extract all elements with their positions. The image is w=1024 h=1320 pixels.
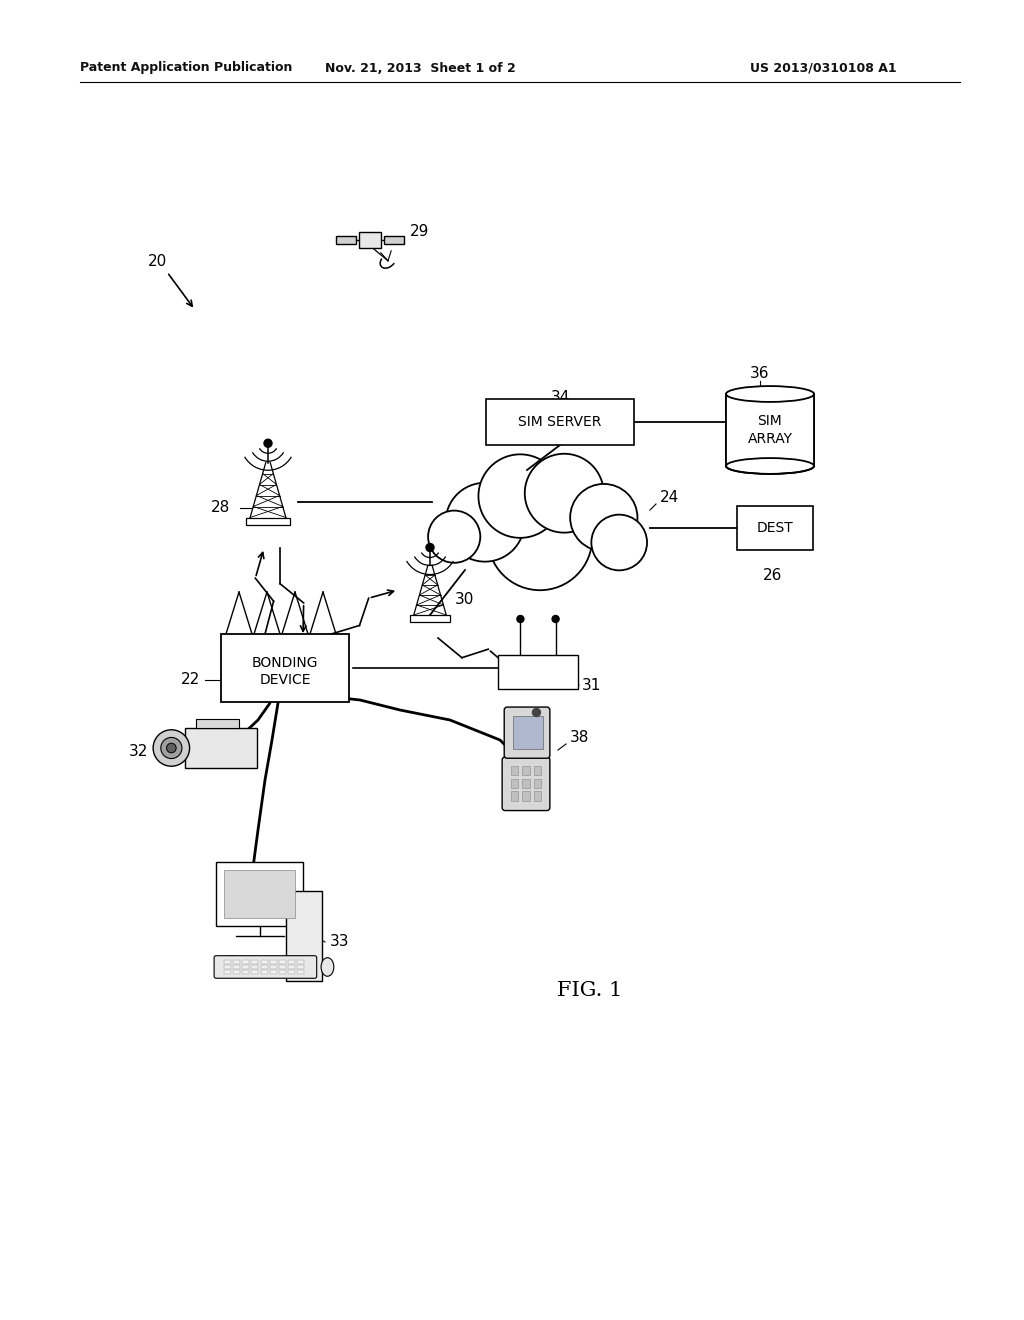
Text: 32: 32: [129, 744, 148, 759]
Bar: [486, 399, 634, 445]
Bar: [224, 870, 295, 919]
Text: 22: 22: [181, 672, 200, 688]
FancyBboxPatch shape: [502, 756, 550, 810]
Bar: [270, 965, 276, 969]
Bar: [534, 792, 542, 801]
Text: 28: 28: [211, 500, 230, 516]
Bar: [288, 970, 295, 974]
Text: 30: 30: [455, 593, 474, 607]
Bar: [288, 960, 295, 964]
Bar: [261, 970, 267, 974]
Bar: [279, 965, 286, 969]
Bar: [196, 718, 239, 727]
Bar: [252, 960, 258, 964]
Circle shape: [532, 709, 541, 717]
Bar: [243, 960, 249, 964]
Text: 29: 29: [410, 224, 429, 239]
Bar: [726, 393, 814, 466]
Circle shape: [428, 511, 480, 562]
Text: 38: 38: [570, 730, 590, 746]
Text: SIM
ARRAY: SIM ARRAY: [748, 414, 793, 446]
Ellipse shape: [322, 958, 334, 977]
Bar: [534, 779, 542, 788]
Bar: [522, 792, 529, 801]
Bar: [511, 779, 518, 788]
Bar: [336, 235, 356, 244]
Circle shape: [161, 738, 182, 759]
Text: Nov. 21, 2013  Sheet 1 of 2: Nov. 21, 2013 Sheet 1 of 2: [325, 62, 515, 74]
Bar: [184, 727, 257, 768]
Bar: [233, 960, 240, 964]
Text: FIG. 1: FIG. 1: [557, 981, 623, 999]
Circle shape: [517, 615, 524, 623]
Bar: [252, 970, 258, 974]
Text: BONDING: BONDING: [252, 656, 318, 671]
Ellipse shape: [726, 385, 814, 401]
Text: 24: 24: [660, 491, 679, 506]
Circle shape: [154, 730, 189, 766]
FancyBboxPatch shape: [214, 956, 316, 978]
Bar: [261, 965, 267, 969]
Ellipse shape: [726, 458, 814, 474]
Bar: [513, 717, 543, 748]
Bar: [384, 235, 403, 244]
Circle shape: [487, 486, 592, 590]
Bar: [270, 960, 276, 964]
Bar: [297, 965, 304, 969]
Circle shape: [426, 544, 434, 552]
Bar: [279, 960, 286, 964]
Bar: [252, 965, 258, 969]
Text: 20: 20: [148, 255, 167, 269]
Text: SIM SERVER: SIM SERVER: [518, 414, 602, 429]
Bar: [511, 766, 518, 775]
Bar: [288, 965, 295, 969]
Circle shape: [264, 440, 272, 447]
Bar: [737, 506, 813, 550]
Bar: [216, 862, 303, 925]
Bar: [233, 970, 240, 974]
Bar: [522, 766, 529, 775]
FancyBboxPatch shape: [504, 708, 550, 758]
Text: DEVICE: DEVICE: [259, 673, 310, 686]
Bar: [522, 779, 529, 788]
Bar: [286, 891, 322, 981]
Bar: [246, 517, 290, 524]
Bar: [534, 766, 542, 775]
Text: 33: 33: [330, 935, 349, 949]
Circle shape: [524, 454, 603, 533]
Bar: [511, 792, 518, 801]
Bar: [297, 970, 304, 974]
Bar: [224, 965, 230, 969]
Bar: [261, 960, 267, 964]
Circle shape: [445, 483, 524, 561]
Bar: [270, 970, 276, 974]
Text: DEST: DEST: [757, 521, 794, 535]
Circle shape: [167, 743, 176, 752]
Text: 26: 26: [763, 569, 782, 583]
Bar: [498, 655, 578, 689]
Circle shape: [592, 515, 647, 570]
Circle shape: [570, 484, 637, 552]
Bar: [221, 634, 349, 702]
Bar: [243, 970, 249, 974]
Text: 34: 34: [550, 391, 569, 405]
Bar: [410, 615, 451, 622]
Circle shape: [478, 454, 562, 537]
Text: US 2013/0310108 A1: US 2013/0310108 A1: [750, 62, 897, 74]
Bar: [297, 960, 304, 964]
Bar: [243, 965, 249, 969]
Text: 36: 36: [750, 366, 769, 380]
Text: Patent Application Publication: Patent Application Publication: [80, 62, 293, 74]
Text: 31: 31: [582, 677, 601, 693]
Bar: [359, 232, 381, 248]
Bar: [233, 965, 240, 969]
Bar: [224, 960, 230, 964]
Circle shape: [552, 615, 559, 623]
Bar: [279, 970, 286, 974]
Bar: [224, 970, 230, 974]
